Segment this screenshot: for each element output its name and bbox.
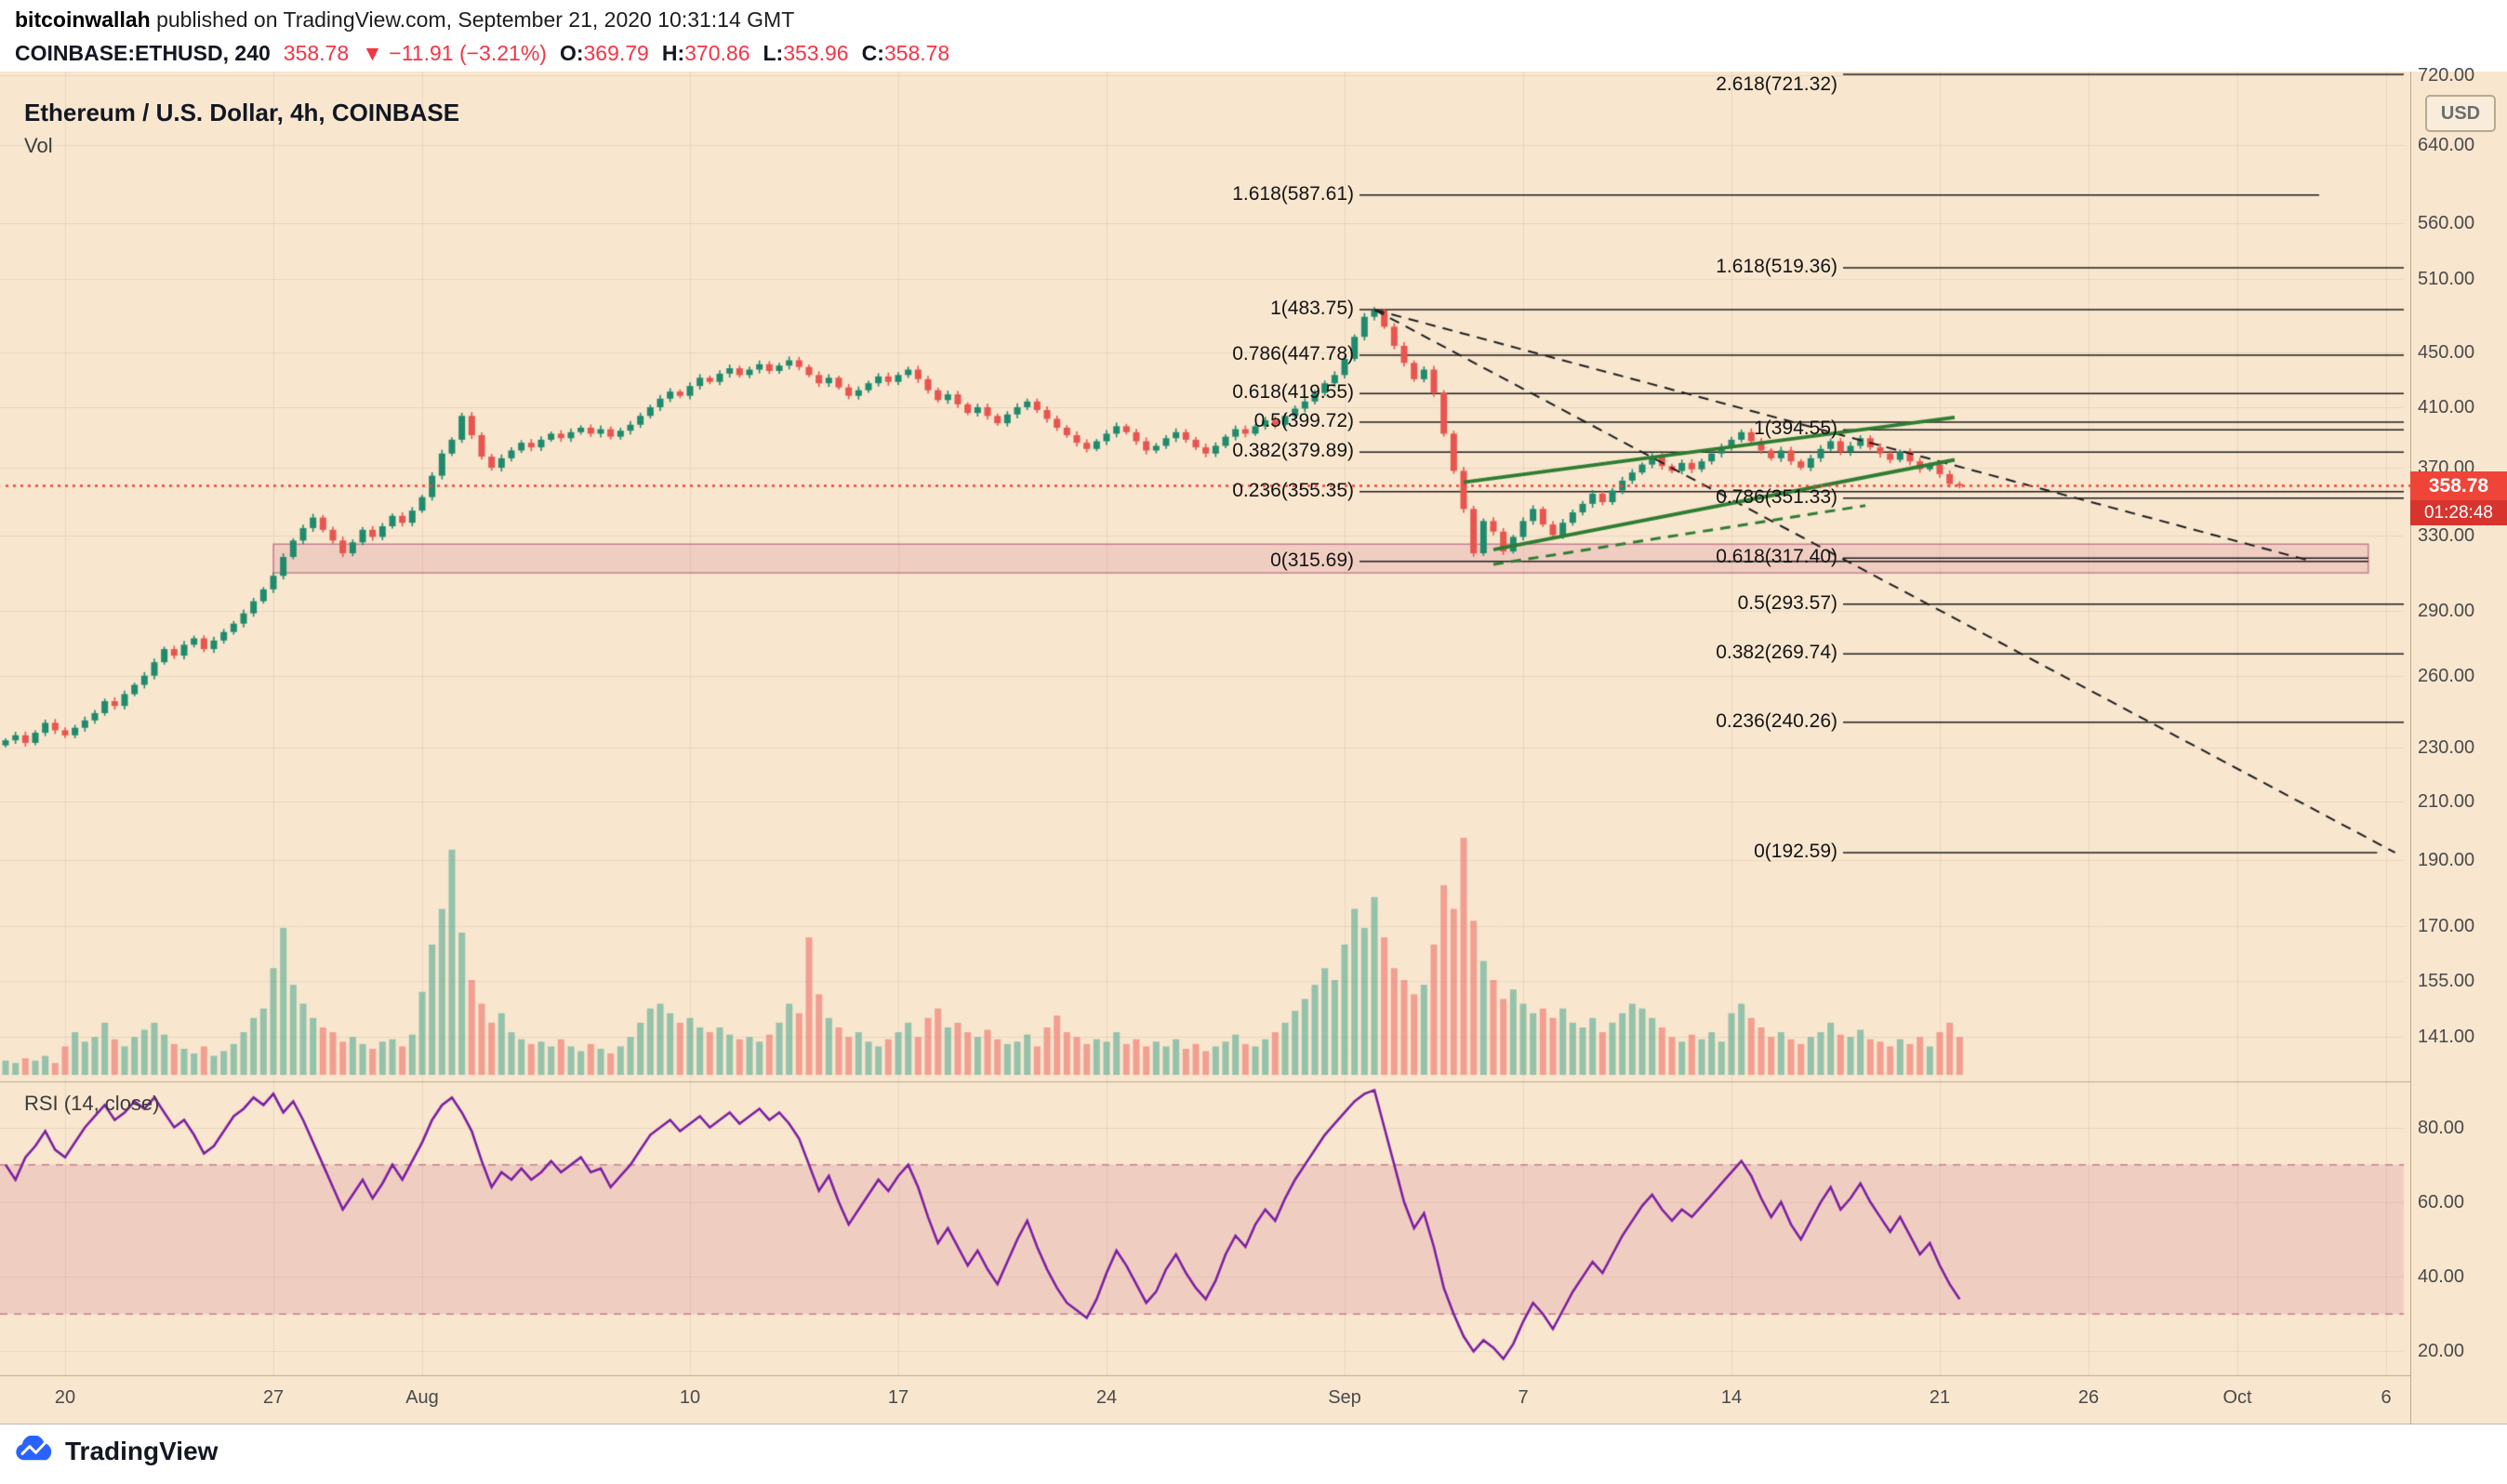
price-change: ▼ −11.91 (−3.21%): [362, 41, 547, 65]
ohlc-close: C:358.78: [861, 41, 950, 65]
symbol-header: COINBASE:ETHUSD, 240 358.78 ▼ −11.91 (−3…: [15, 41, 949, 66]
ohlc-open: O:369.79: [559, 41, 649, 65]
currency-toggle-button[interactable]: USD: [2425, 95, 2496, 132]
ohlc-high: H:370.86: [661, 41, 750, 65]
rsi-legend[interactable]: RSI (14, close): [24, 1092, 160, 1115]
publish-header: bitcoinwallah published on TradingView.c…: [15, 7, 794, 33]
symbol-name: COINBASE:ETHUSD, 240: [15, 41, 271, 65]
author-link[interactable]: bitcoinwallah: [15, 7, 151, 32]
volume-legend[interactable]: Vol: [24, 134, 53, 157]
ohlc-low: L:353.96: [763, 41, 849, 65]
last-price: 358.78: [283, 41, 350, 65]
tradingview-footer[interactable]: TradingView: [15, 1435, 219, 1466]
price-axis-separator: [2410, 72, 2411, 1424]
chart-canvas[interactable]: [0, 72, 2410, 1424]
tradingview-brand-text: TradingView: [65, 1436, 219, 1465]
tradingview-logo-icon: [15, 1435, 56, 1466]
chart-title-legend[interactable]: Ethereum / U.S. Dollar, 4h, COINBASE: [24, 99, 460, 126]
published-text: published on TradingView.com, September …: [150, 7, 795, 32]
bar-countdown-badge: 01:28:48: [2410, 500, 2507, 525]
current-price-badge: 358.78: [2410, 471, 2507, 500]
